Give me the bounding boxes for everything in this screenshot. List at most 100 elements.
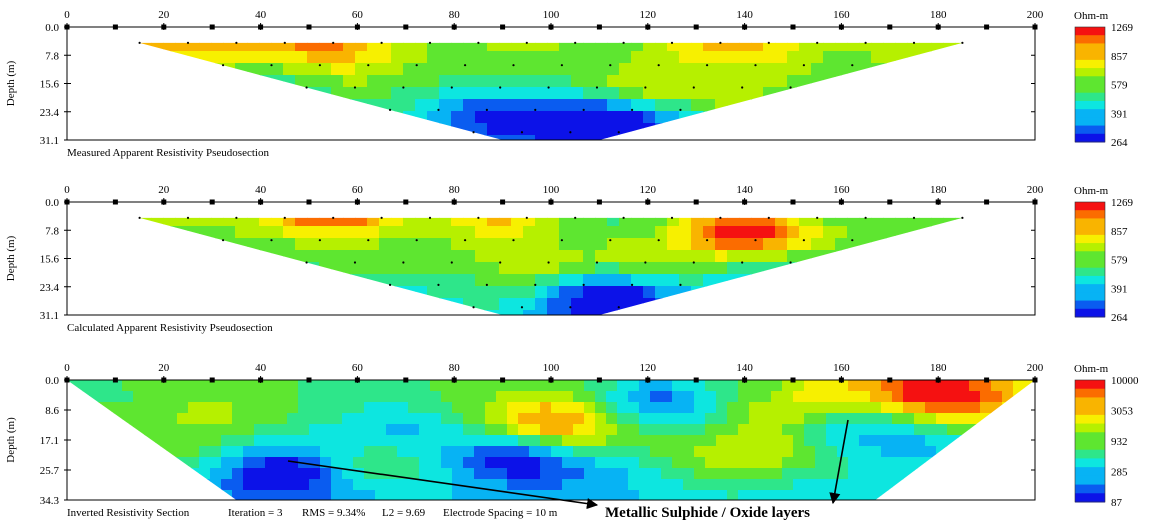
datum-point [644,261,647,264]
section-cell [188,402,200,414]
section-cell [391,202,404,215]
section-cell [155,435,167,447]
section-cell [419,446,431,458]
section-cell [295,135,308,140]
section-cell [276,424,288,436]
section-cell [823,111,836,124]
section-cell [991,380,1003,392]
section-cell [111,391,123,403]
section-cell [679,202,692,215]
section-cell [667,75,680,88]
section-cell [914,380,926,392]
section-cell [235,87,248,100]
section-cell [319,51,332,64]
section-cell [287,435,299,447]
section-cell [979,226,992,239]
section-cell [643,123,656,136]
section-cell [715,250,728,263]
section-cell [127,238,140,251]
section-cell [419,457,431,469]
section-cell [739,274,752,287]
section-cell [703,135,716,140]
section-cell [151,238,164,251]
section-cell [925,435,937,447]
section-cell [487,99,500,112]
section-cell [139,27,152,40]
section-cell [187,298,200,311]
section-cell [763,87,776,100]
section-cell [499,123,512,136]
section-cell [439,262,452,275]
section-cell [122,402,134,414]
section-cell [705,468,717,480]
section-cell [427,310,440,315]
section-cell [127,202,140,215]
section-cell [804,457,816,469]
section-cell [991,413,1003,425]
section-cell [1015,123,1028,136]
section-cell [559,310,572,315]
section-cell [511,238,524,251]
electrode-marker [451,199,457,205]
section-cell [441,457,453,469]
electrode-marker [451,377,457,383]
section-cell [848,391,860,403]
section-cell [799,135,812,140]
x-tick-label: 120 [640,362,657,374]
datum-point [617,306,620,309]
section-cell [386,402,398,414]
electrode-marker [548,24,554,30]
section-cell [775,51,788,64]
section-cell [487,75,500,88]
section-cell [895,250,908,263]
section-cell [475,238,488,251]
section-cell [441,446,453,458]
section-cell [667,135,680,140]
section-cell [408,413,420,425]
section-cell [507,490,519,500]
section-cell [595,490,607,500]
section-cell [980,402,992,414]
section-cell [823,99,836,112]
section-cell [1027,51,1040,64]
section-cell [683,380,695,392]
datum-point [450,261,453,264]
section-cell [511,217,524,227]
x-tick-label: 200 [1027,9,1044,21]
section-cell [177,446,189,458]
section-cell [386,413,398,425]
section-cell [265,380,277,392]
section-cell [859,310,872,315]
section-cell [319,310,332,315]
section-cell [793,391,805,403]
section-cell [463,391,475,403]
section-cell [559,42,572,52]
section-cell [760,479,772,491]
section-cell [870,391,882,403]
x-tick-label: 180 [930,362,947,374]
section-cell [607,238,620,251]
section-cell [139,238,152,251]
section-cell [1024,446,1035,458]
section-cell [871,51,884,64]
datum-point [657,239,660,242]
section-cell [403,111,416,124]
section-cell [283,87,296,100]
section-cell [661,391,673,403]
section-cell [826,468,838,480]
electrode-marker [112,199,118,205]
section-cell [89,446,101,458]
section-cell [847,27,860,40]
section-cell [523,298,536,311]
section-cell [573,413,585,425]
section-cell [175,51,188,64]
section-cell [547,274,560,287]
section-cell [931,75,944,88]
section-cell [859,202,872,215]
section-cell [320,468,332,480]
section-cell [837,479,849,491]
section-cell [955,111,963,124]
section-cell [871,135,884,140]
section-cell [403,87,416,100]
section-cell [307,310,320,315]
